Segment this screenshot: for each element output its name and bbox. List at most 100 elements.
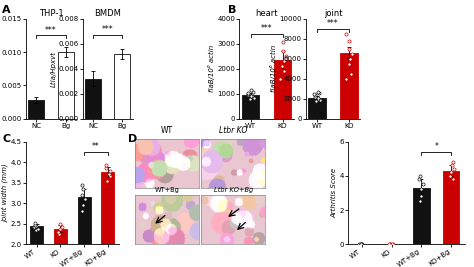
Point (78, 209, 86, 214)
Point (31, 225, 38, 229)
Point (388, 242, 396, 246)
Point (449, 160, 457, 164)
Point (314, 90, 321, 95)
Point (311, 95, 319, 99)
Point (106, 169, 114, 173)
Text: **: ** (92, 142, 100, 151)
Point (345, 62, 352, 66)
Title: THP-1: THP-1 (39, 9, 63, 18)
Point (358, 242, 366, 246)
Point (79, 203, 87, 207)
Point (56, 226, 64, 231)
Point (312, 99, 320, 103)
Point (357, 242, 365, 246)
Point (245, 92, 252, 96)
Bar (340, 53, 358, 119)
Text: Ltbr KO+Bg: Ltbr KO+Bg (214, 187, 253, 193)
Text: D: D (128, 134, 137, 143)
Point (449, 163, 456, 168)
Point (358, 242, 365, 246)
Title: heart: heart (255, 9, 278, 18)
Point (78, 183, 86, 187)
Point (450, 167, 457, 171)
Point (58, 225, 65, 229)
Point (386, 242, 394, 246)
Text: ***: *** (45, 26, 57, 35)
Point (389, 242, 397, 246)
Point (55, 230, 62, 234)
Point (348, 52, 356, 56)
Text: ***: *** (261, 24, 273, 33)
Point (346, 46, 353, 51)
Point (358, 242, 365, 246)
Bar (274, 60, 292, 119)
Text: ***: *** (102, 25, 114, 34)
Point (250, 95, 257, 100)
Point (246, 97, 254, 101)
Point (416, 177, 423, 181)
Point (247, 94, 255, 98)
Point (82, 197, 89, 201)
Point (279, 49, 287, 53)
Point (355, 242, 363, 246)
Point (417, 187, 425, 192)
Y-axis label: flaB/10⁶ actin: flaB/10⁶ actin (270, 45, 277, 92)
Bar (413, 188, 429, 244)
Point (447, 174, 454, 178)
Point (449, 177, 457, 181)
Point (33, 228, 40, 232)
Point (342, 32, 350, 36)
Bar (78, 197, 91, 267)
Point (310, 92, 318, 96)
Point (32, 224, 40, 228)
Text: WT: WT (161, 126, 173, 135)
Bar (101, 172, 114, 267)
Point (249, 90, 257, 94)
Point (245, 93, 252, 97)
Point (105, 171, 113, 176)
Bar (54, 229, 67, 267)
Point (276, 77, 284, 81)
Bar (57, 52, 73, 119)
Point (31, 222, 39, 227)
Point (106, 174, 114, 179)
Text: WT+Bg: WT+Bg (155, 187, 180, 193)
Bar (114, 54, 130, 119)
Point (31, 221, 39, 225)
Point (417, 174, 424, 178)
Point (385, 242, 392, 246)
Point (281, 69, 288, 73)
Point (357, 242, 365, 246)
Point (280, 59, 288, 63)
Text: *: * (434, 142, 438, 151)
Bar (85, 79, 101, 119)
Point (346, 57, 354, 61)
Point (316, 91, 323, 95)
Point (248, 94, 256, 99)
Text: Ltbr KO: Ltbr KO (219, 126, 247, 135)
Point (102, 166, 110, 170)
Point (279, 40, 286, 45)
Title: BMDM: BMDM (94, 9, 121, 18)
Point (447, 170, 455, 175)
Bar (30, 226, 43, 267)
Point (103, 178, 110, 183)
Bar (242, 95, 259, 119)
Point (416, 199, 423, 204)
Text: B: B (228, 5, 236, 15)
Point (282, 54, 290, 58)
Point (278, 64, 286, 68)
Text: ***: *** (327, 19, 339, 28)
Point (386, 242, 393, 246)
Point (314, 96, 321, 100)
Point (78, 193, 86, 197)
Point (316, 98, 324, 102)
Point (55, 232, 63, 236)
Y-axis label: Arthritis Score: Arthritis Score (332, 168, 337, 218)
Title: joint: joint (324, 9, 342, 18)
Point (56, 222, 64, 226)
Y-axis label: joint width (mm): joint width (mm) (2, 163, 9, 222)
Point (247, 88, 255, 92)
Bar (28, 100, 45, 119)
Y-axis label: Ltla/Hpxvt: Ltla/Hpxvt (50, 51, 56, 87)
